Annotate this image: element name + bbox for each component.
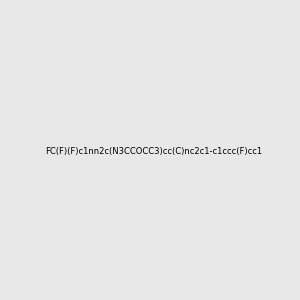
Text: FC(F)(F)c1nn2c(N3CCOCC3)cc(C)nc2c1-c1ccc(F)cc1: FC(F)(F)c1nn2c(N3CCOCC3)cc(C)nc2c1-c1ccc… — [45, 147, 262, 156]
